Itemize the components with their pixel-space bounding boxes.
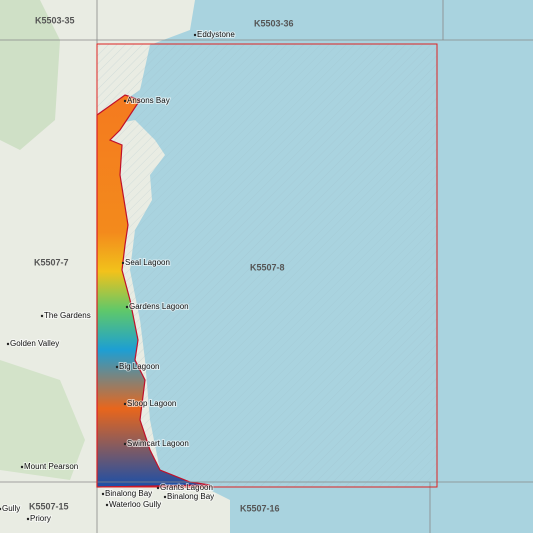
place-label: Golden Valley — [10, 339, 59, 348]
tile-label: K5503-35 — [35, 15, 75, 25]
place-label: Seal Lagoon — [125, 258, 170, 267]
place-label: Gardens Lagoon — [129, 302, 189, 311]
place-dot — [40, 314, 44, 318]
place-label: Grants Lagoon — [160, 483, 213, 492]
forest — [0, 360, 85, 480]
place-dot — [101, 492, 105, 496]
place-dot — [105, 503, 109, 507]
place-dot — [6, 342, 10, 346]
place-dot — [123, 442, 127, 446]
elevation-data — [96, 94, 211, 488]
place-label: Swimcart Lagoon — [127, 439, 189, 448]
place-label: Binalong Bay — [105, 489, 152, 498]
tile-label: K5507-8 — [250, 262, 285, 272]
place-dot — [156, 486, 160, 490]
place-label: The Gardens — [44, 311, 91, 320]
tile-label: K5507-16 — [240, 503, 280, 513]
place-label: Ansons Bay — [127, 96, 170, 105]
place-dot — [0, 507, 2, 511]
place-dot — [123, 99, 127, 103]
place-dot — [193, 33, 197, 37]
place-label: Priory — [30, 514, 51, 523]
coverage-outline — [96, 43, 438, 488]
tile-label: K5507-7 — [34, 257, 69, 267]
place-dot — [20, 465, 24, 469]
place-dot — [121, 261, 125, 265]
forest — [0, 0, 60, 150]
place-dot — [123, 402, 127, 406]
place-dot — [115, 365, 119, 369]
place-label: Mount Pearson — [24, 462, 78, 471]
place-dot — [125, 305, 129, 309]
place-label: Binalong Bay — [167, 492, 214, 501]
place-dot — [26, 517, 30, 521]
place-label: Big Lagoon — [119, 362, 159, 371]
place-label: Sloop Lagoon — [127, 399, 176, 408]
place-dot — [163, 495, 167, 499]
place-label: Waterloo Gully — [109, 500, 161, 509]
place-label: Eddystone — [197, 30, 235, 39]
place-label: Gully — [2, 504, 20, 513]
tile-label: K5507-15 — [29, 501, 69, 511]
coverage-hatch — [97, 44, 437, 487]
tile-label: K5503-36 — [254, 18, 294, 28]
